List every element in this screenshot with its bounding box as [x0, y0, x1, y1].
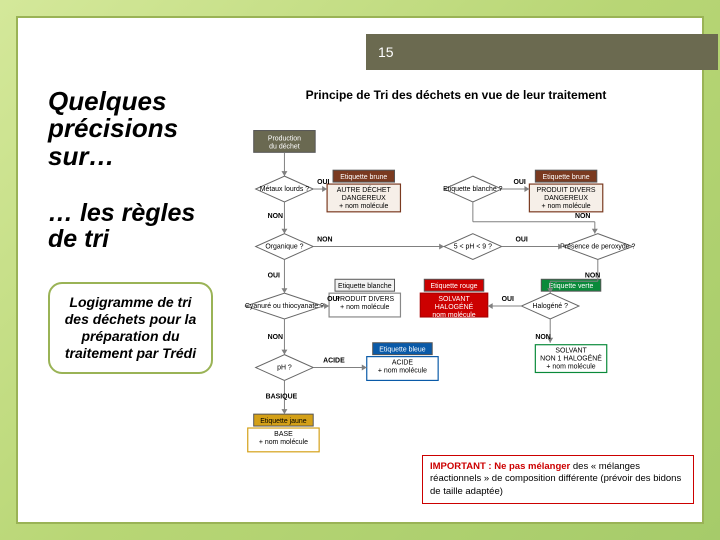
svg-text:du déchet: du déchet — [269, 143, 300, 150]
svg-text:Etiquette verte: Etiquette verte — [549, 283, 594, 290]
svg-text:NON: NON — [317, 237, 332, 244]
svg-text:AUTRE DÉCHET: AUTRE DÉCHET — [337, 185, 392, 194]
svg-text:Organique ?: Organique ? — [265, 244, 303, 251]
svg-text:NON: NON — [268, 213, 283, 220]
svg-text:BASIQUE: BASIQUE — [266, 393, 298, 400]
svg-text:OUI: OUI — [502, 296, 514, 303]
svg-text:+ nom molécule: + nom molécule — [259, 439, 308, 446]
svg-text:PRODUIT DIVERS: PRODUIT DIVERS — [537, 187, 596, 194]
slide-frame: 15 Quelques précisions sur… … les règles… — [16, 16, 704, 524]
svg-text:NON: NON — [575, 213, 590, 220]
diagram-title: Principe de Tri des déchets en vue de le… — [218, 88, 694, 102]
svg-text:Etiquette rouge: Etiquette rouge — [430, 283, 477, 290]
svg-text:ACIDE: ACIDE — [323, 358, 345, 365]
svg-text:OUI: OUI — [327, 296, 339, 303]
important-note: IMPORTANT : Ne pas mélanger des « mélang… — [422, 455, 694, 504]
svg-text:OUI: OUI — [268, 272, 280, 279]
svg-text:Etiquette brune: Etiquette brune — [340, 174, 387, 181]
svg-text:Halogéné ?: Halogéné ? — [532, 303, 568, 310]
left-subtitle: … les règles de tri — [48, 200, 213, 253]
svg-text:OUI: OUI — [516, 237, 528, 244]
caption: Logigramme de tri des déchets pour la pr… — [48, 282, 213, 373]
svg-text:5 < pH < 9 ?: 5 < pH < 9 ? — [454, 244, 492, 251]
svg-text:SOLVANT: SOLVANT — [555, 348, 587, 355]
svg-text:OUI: OUI — [317, 179, 329, 186]
svg-text:NON 1 HALOGÉNÉ: NON 1 HALOGÉNÉ — [540, 354, 602, 363]
svg-text:BASE: BASE — [274, 431, 293, 438]
page-number-box: 15 — [366, 34, 718, 70]
svg-text:+ nom molécule: + nom molécule — [546, 364, 595, 371]
svg-text:Etiquette blanche ?: Etiquette blanche ? — [443, 186, 503, 193]
svg-text:Présence de peroxyde ?: Présence de peroxyde ? — [560, 244, 635, 251]
svg-text:Métaux lourds ?: Métaux lourds ? — [260, 186, 310, 193]
svg-text:SOLVANT: SOLVANT — [438, 296, 470, 303]
page-number: 15 — [378, 44, 394, 60]
svg-text:DANGEREUX: DANGEREUX — [342, 195, 386, 202]
svg-text:Etiquette jaune: Etiquette jaune — [260, 418, 306, 425]
svg-text:Cyanuré ou thiocyanate ?: Cyanuré ou thiocyanate ? — [245, 303, 324, 310]
svg-text:pH ?: pH ? — [277, 365, 292, 372]
svg-text:HALOGÉNÉ: HALOGÉNÉ — [435, 302, 474, 311]
svg-text:nom molécule: nom molécule — [432, 312, 475, 319]
important-lead: IMPORTANT : Ne pas mélanger — [430, 461, 570, 472]
svg-text:NON: NON — [535, 334, 550, 341]
svg-text:DANGEREUX: DANGEREUX — [544, 195, 588, 202]
svg-text:NON: NON — [585, 272, 600, 279]
svg-text:ACIDE: ACIDE — [392, 360, 414, 367]
left-title: Quelques précisions sur… — [48, 88, 213, 170]
svg-text:Production: Production — [268, 135, 301, 142]
flowchart-svg: Productiondu déchet Métaux lourds ? Etique… — [218, 108, 694, 514]
svg-text:+ nom molécule: + nom molécule — [378, 367, 427, 374]
svg-text:OUI: OUI — [514, 179, 526, 186]
svg-text:+ nom molécule: + nom molécule — [339, 203, 388, 210]
svg-text:Etiquette bleue: Etiquette bleue — [379, 347, 425, 354]
svg-text:NON: NON — [268, 334, 283, 341]
svg-text:PRODUIT DIVERS: PRODUIT DIVERS — [335, 296, 394, 303]
svg-text:+ nom molécule: + nom molécule — [541, 203, 590, 210]
svg-text:+ nom molécule: + nom molécule — [340, 304, 389, 311]
svg-text:Etiquette blanche: Etiquette blanche — [338, 283, 392, 290]
svg-text:Etiquette brune: Etiquette brune — [543, 174, 590, 181]
flowchart: Principe de Tri des déchets en vue de le… — [218, 88, 694, 514]
